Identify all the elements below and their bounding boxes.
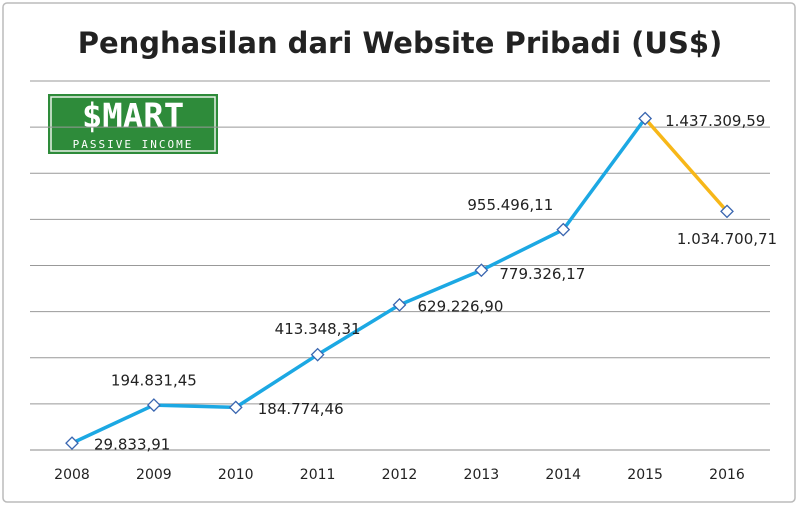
x-tick-label: 2010 bbox=[218, 467, 254, 483]
marker bbox=[556, 222, 571, 237]
marker bbox=[310, 347, 325, 362]
x-tick-label: 2015 bbox=[627, 467, 663, 483]
logo-title: $MART bbox=[82, 97, 184, 137]
x-tick-label: 2013 bbox=[464, 467, 500, 483]
x-tick-label: 2014 bbox=[545, 467, 581, 483]
data-label: 779.326,17 bbox=[499, 265, 585, 283]
data-label: 194.831,45 bbox=[111, 372, 197, 390]
data-label: 184.774,46 bbox=[258, 400, 344, 418]
chart-title: Penghasilan dari Website Pribadi (US$) bbox=[78, 26, 723, 60]
marker bbox=[228, 400, 243, 415]
marker bbox=[65, 436, 79, 451]
marker bbox=[392, 297, 407, 312]
marker bbox=[146, 398, 161, 412]
marker bbox=[720, 204, 734, 219]
marker bbox=[638, 111, 653, 126]
data-label: 29.833,91 bbox=[94, 436, 170, 454]
data-label: 1.034.700,71 bbox=[677, 230, 777, 248]
logo-border bbox=[50, 96, 216, 152]
x-tick-label: 2012 bbox=[382, 467, 418, 483]
logo-subtitle: PASSIVE INCOME bbox=[73, 138, 194, 151]
logo-plate bbox=[46, 92, 220, 156]
x-tick-label: 2009 bbox=[136, 467, 172, 483]
line-last-segment bbox=[643, 117, 729, 213]
marker bbox=[474, 263, 489, 278]
logo: $MART PASSIVE INCOME bbox=[46, 92, 220, 156]
x-tick-label: 2011 bbox=[300, 467, 336, 483]
data-label: 629.226,90 bbox=[418, 297, 504, 315]
x-tick-label: 2008 bbox=[54, 467, 90, 483]
data-label: 413.348,31 bbox=[275, 320, 361, 338]
line bbox=[71, 117, 647, 445]
data-label: 1.437.309,59 bbox=[665, 112, 765, 130]
data-label: 955.496,11 bbox=[467, 196, 553, 214]
x-tick-label: 2016 bbox=[709, 467, 745, 483]
